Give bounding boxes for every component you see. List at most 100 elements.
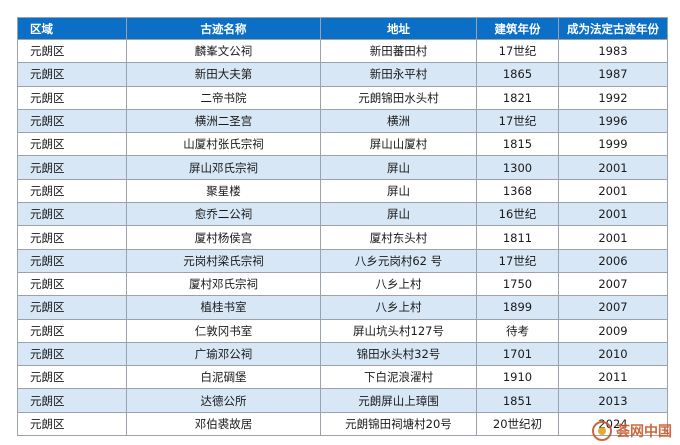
table-row: 元朗区 厦村杨侯宫 厦村东头村 1811 2001 — [17, 225, 668, 250]
cell-build-year: 1811 — [476, 225, 559, 250]
cell-build-year: 1899 — [476, 295, 559, 320]
cell-address: 屏山坑头村127号 — [320, 318, 477, 343]
cell-address: 屏山山厦村 — [320, 132, 477, 157]
cell-build-year: 1368 — [476, 178, 559, 204]
cell-declared-year: 1992 — [558, 85, 668, 110]
cell-address: 八乡上村 — [320, 271, 477, 297]
table-row: 元朗区 山厦村张氏宗祠 屏山山厦村 1815 1999 — [17, 132, 668, 157]
cell-address: 八乡元岗村62 号 — [320, 248, 477, 273]
cell-site-name: 元岗村梁氏宗祠 — [126, 248, 321, 273]
cell-site-name: 白泥碉堡 — [126, 365, 321, 390]
cell-region: 元朗区 — [17, 225, 127, 250]
cell-site-name: 聚星楼 — [126, 178, 321, 204]
table-row: 元朗区 达德公所 元朗屏山上璋围 1851 2013 — [17, 388, 668, 413]
cell-site-name: 二帝书院 — [126, 85, 321, 110]
cell-declared-year: 2024 — [558, 411, 668, 437]
cell-site-name: 厦村邓氏宗祠 — [126, 271, 321, 297]
header-address: 地址 — [320, 17, 477, 40]
cell-address: 屏山 — [320, 155, 477, 180]
cell-address: 屏山 — [320, 178, 477, 204]
table-row: 元朗区 仁敦冈书室 屏山坑头村127号 待考 2009 — [17, 318, 668, 343]
cell-address: 元朗屏山上璋围 — [320, 388, 477, 413]
cell-address: 八乡上村 — [320, 295, 477, 320]
cell-declared-year: 2010 — [558, 341, 668, 367]
cell-site-name: 广瑜邓公祠 — [126, 341, 321, 367]
cell-build-year: 17世纪 — [476, 108, 559, 134]
table-row: 元朗区 厦村邓氏宗祠 八乡上村 1750 2007 — [17, 271, 668, 297]
cell-region: 元朗区 — [17, 411, 127, 437]
cell-address: 锦田水头村32号 — [320, 341, 477, 367]
table-row: 元朗区 二帝书院 元朗锦田水头村 1821 1992 — [17, 85, 668, 110]
cell-site-name: 植桂书室 — [126, 295, 321, 320]
cell-build-year: 待考 — [476, 318, 559, 343]
cell-region: 元朗区 — [17, 365, 127, 390]
table-row: 元朗区 广瑜邓公祠 锦田水头村32号 1701 2010 — [17, 341, 668, 367]
cell-declared-year: 1983 — [558, 38, 668, 64]
cell-build-year: 1910 — [476, 365, 559, 390]
cell-declared-year: 2009 — [558, 318, 668, 343]
cell-declared-year: 1987 — [558, 62, 668, 87]
cell-site-name: 邓伯裘故居 — [126, 411, 321, 437]
cell-build-year: 1300 — [476, 155, 559, 180]
cell-declared-year: 1999 — [558, 132, 668, 157]
cell-site-name: 麟峯文公祠 — [126, 38, 321, 64]
cell-declared-year: 2006 — [558, 248, 668, 273]
cell-region: 元朗区 — [17, 155, 127, 180]
watermark-logo-icon — [592, 421, 612, 441]
cell-address: 横洲 — [320, 108, 477, 134]
cell-build-year: 20世纪初 — [476, 411, 559, 437]
cell-build-year: 1701 — [476, 341, 559, 367]
cell-site-name: 山厦村张氏宗祠 — [126, 132, 321, 157]
cell-site-name: 厦村杨侯宫 — [126, 225, 321, 250]
cell-build-year: 1865 — [476, 62, 559, 87]
cell-site-name: 横洲二圣宫 — [126, 108, 321, 134]
cell-address: 新田蕃田村 — [320, 38, 477, 64]
table-row: 元朗区 屏山邓氏宗祠 屏山 1300 2001 — [17, 155, 668, 180]
table-row: 元朗区 愈乔二公祠 屏山 16世纪 2001 — [17, 202, 668, 227]
cell-declared-year: 1996 — [558, 108, 668, 134]
cell-address: 元朗锦田祠塘村20号 — [320, 411, 477, 437]
cell-region: 元朗区 — [17, 132, 127, 157]
table-row: 元朗区 白泥碉堡 下白泥浪濯村 1910 2011 — [17, 365, 668, 390]
cell-declared-year: 2001 — [558, 202, 668, 227]
cell-build-year: 17世纪 — [476, 38, 559, 64]
cell-address: 元朗锦田水头村 — [320, 85, 477, 110]
cell-region: 元朗区 — [17, 318, 127, 343]
header-region: 区域 — [17, 17, 127, 40]
cell-build-year: 17世纪 — [476, 248, 559, 273]
table-body: 元朗区 麟峯文公祠 新田蕃田村 17世纪 1983 元朗区 新田大夫第 新田永平村 1865 19… — [17, 38, 668, 437]
cell-region: 元朗区 — [17, 85, 127, 110]
cell-region: 元朗区 — [17, 178, 127, 204]
table-row: 元朗区 聚星楼 屏山 1368 2001 — [17, 178, 668, 204]
cell-region: 元朗区 — [17, 341, 127, 367]
header-declared-year: 成为法定古迹年份 — [558, 17, 668, 40]
table-row: 元朗区 邓伯裘故居 元朗锦田祠塘村20号 20世纪初 2024 — [17, 411, 668, 437]
cell-site-name: 仁敦冈书室 — [126, 318, 321, 343]
cell-build-year: 1815 — [476, 132, 559, 157]
cell-build-year: 1750 — [476, 271, 559, 297]
cell-address: 新田永平村 — [320, 62, 477, 87]
header-build-year: 建筑年份 — [476, 17, 559, 40]
cell-declared-year: 2013 — [558, 388, 668, 413]
cell-address: 屏山 — [320, 202, 477, 227]
cell-declared-year: 2001 — [558, 225, 668, 250]
cell-address: 下白泥浪濯村 — [320, 365, 477, 390]
cell-declared-year: 2007 — [558, 295, 668, 320]
cell-site-name: 达德公所 — [126, 388, 321, 413]
cell-site-name: 屏山邓氏宗祠 — [126, 155, 321, 180]
header-site-name: 古迹名称 — [126, 17, 321, 40]
table-row: 元朗区 元岗村梁氏宗祠 八乡元岗村62 号 17世纪 2006 — [17, 248, 668, 273]
cell-declared-year: 2001 — [558, 155, 668, 180]
cell-site-name: 愈乔二公祠 — [126, 202, 321, 227]
cell-declared-year: 2007 — [558, 271, 668, 297]
cell-site-name: 新田大夫第 — [126, 62, 321, 87]
table-row: 元朗区 新田大夫第 新田永平村 1865 1987 — [17, 62, 668, 87]
header-row: 区域 古迹名称 地址 建筑年份 成为法定古迹年份 — [17, 17, 668, 40]
table-header: 区域 古迹名称 地址 建筑年份 成为法定古迹年份 — [17, 17, 668, 40]
cell-region: 元朗区 — [17, 248, 127, 273]
cell-address: 厦村东头村 — [320, 225, 477, 250]
cell-region: 元朗区 — [17, 295, 127, 320]
watermark-text: 荟网中国 — [616, 424, 672, 440]
cell-region: 元朗区 — [17, 38, 127, 64]
